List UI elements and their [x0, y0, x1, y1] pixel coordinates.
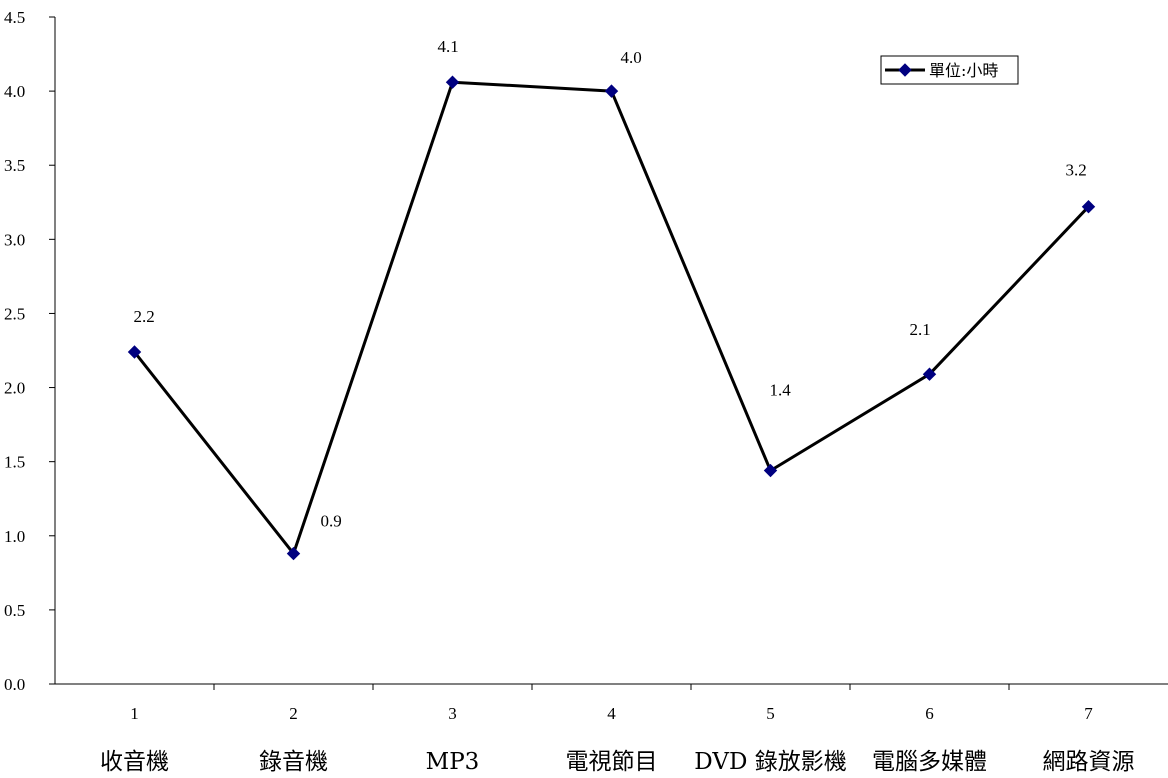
- legend-marker: [898, 63, 912, 77]
- labels-group: 1 2 3 4 5 6 7 收音機 錄音機 MP3 電視節目 DVD 錄放影機 電腦多媒體 網路資源 2.2…: [100, 37, 1135, 775]
- data-label: 4.0: [621, 48, 642, 67]
- x-tick-label: 4: [607, 704, 616, 723]
- y-tick-label: 1.5: [4, 453, 25, 472]
- category-label: 電視節目: [566, 749, 658, 775]
- data-label: 3.2: [1066, 161, 1087, 180]
- x-tick-label: 3: [448, 704, 457, 723]
- series-group: [127, 75, 1096, 561]
- y-tick-label: 1.0: [4, 527, 25, 546]
- data-point-marker: [922, 367, 937, 381]
- category-label: MP3: [426, 749, 480, 775]
- series-line: [133, 80, 1090, 556]
- category-label: 錄音機: [259, 749, 328, 775]
- data-label: 0.9: [321, 512, 342, 531]
- x-tick-label: 5: [766, 704, 775, 723]
- data-point-marker: [763, 463, 778, 478]
- x-tick-label: 1: [130, 704, 139, 723]
- legend: 單位:小時: [880, 55, 1019, 85]
- data-point-marker: [604, 84, 619, 98]
- y-tick-label: 0.0: [4, 675, 25, 694]
- x-tick-label: 7: [1084, 704, 1093, 723]
- data-point-marker: [445, 75, 460, 89]
- data-point-marker: [1081, 200, 1096, 214]
- data-label: 2.2: [134, 307, 155, 326]
- category-label: DVD 錄放影機: [694, 749, 846, 775]
- y-tick-label: 3.5: [4, 156, 25, 175]
- y-tick-label: 4.0: [4, 82, 25, 101]
- x-tick-label: 6: [925, 704, 934, 723]
- axes: 0.0 0.5 1.0 1.5 2.0 2.5 3.0 3.5 4.0 4.5: [4, 8, 1168, 694]
- category-label: 收音機: [100, 749, 169, 775]
- y-tick-label: 2.0: [4, 379, 25, 398]
- legend-label: 單位:小時: [929, 61, 998, 80]
- y-tick-label: 2.5: [4, 304, 25, 323]
- category-label: 網路資源: [1043, 749, 1135, 775]
- y-tick-label: 3.0: [4, 230, 25, 249]
- y-tick-label: 4.5: [4, 8, 25, 27]
- x-tick-label: 2: [289, 704, 298, 723]
- data-point-marker: [127, 345, 142, 359]
- data-label: 4.1: [438, 37, 459, 56]
- data-point-marker: [286, 546, 301, 561]
- data-label: 1.4: [770, 381, 792, 400]
- category-label: 電腦多媒體: [872, 749, 987, 775]
- data-label: 2.1: [910, 320, 931, 339]
- y-tick-label: 0.5: [4, 601, 25, 620]
